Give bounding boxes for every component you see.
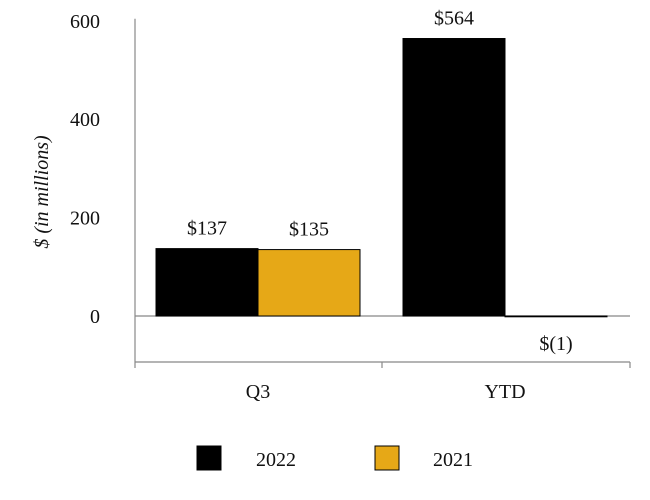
- x-tick-label: Q3: [246, 381, 270, 403]
- data-labels: $137 $564 $135 $(1): [187, 8, 573, 355]
- bar-2022-q3: [155, 248, 259, 317]
- data-label: $137: [187, 218, 227, 240]
- legend-item-2021[interactable]: 2021: [374, 445, 473, 471]
- y-axis-title: $ (in millions): [31, 135, 53, 249]
- legend[interactable]: 2022 2021: [196, 445, 473, 471]
- bar-2021-ytd: [504, 315, 608, 318]
- y-tick-label: 400: [70, 109, 100, 131]
- data-label: $135: [289, 219, 329, 241]
- legend-swatch: [196, 445, 222, 471]
- legend-swatch: [374, 445, 400, 471]
- y-tick-label: 0: [90, 306, 100, 328]
- legend-label: 2022: [256, 449, 296, 471]
- x-tick-label: YTD: [484, 381, 525, 403]
- bar-2021-q3: [257, 249, 361, 317]
- y-tick-label: 200: [70, 208, 100, 230]
- data-label: $(1): [539, 333, 572, 355]
- y-tick-label: 600: [70, 11, 100, 33]
- bars: [155, 38, 608, 318]
- legend-item-2022[interactable]: 2022: [196, 445, 296, 471]
- bar-2022-ytd: [402, 38, 506, 317]
- legend-label: 2021: [433, 449, 473, 471]
- data-label: $564: [434, 8, 474, 30]
